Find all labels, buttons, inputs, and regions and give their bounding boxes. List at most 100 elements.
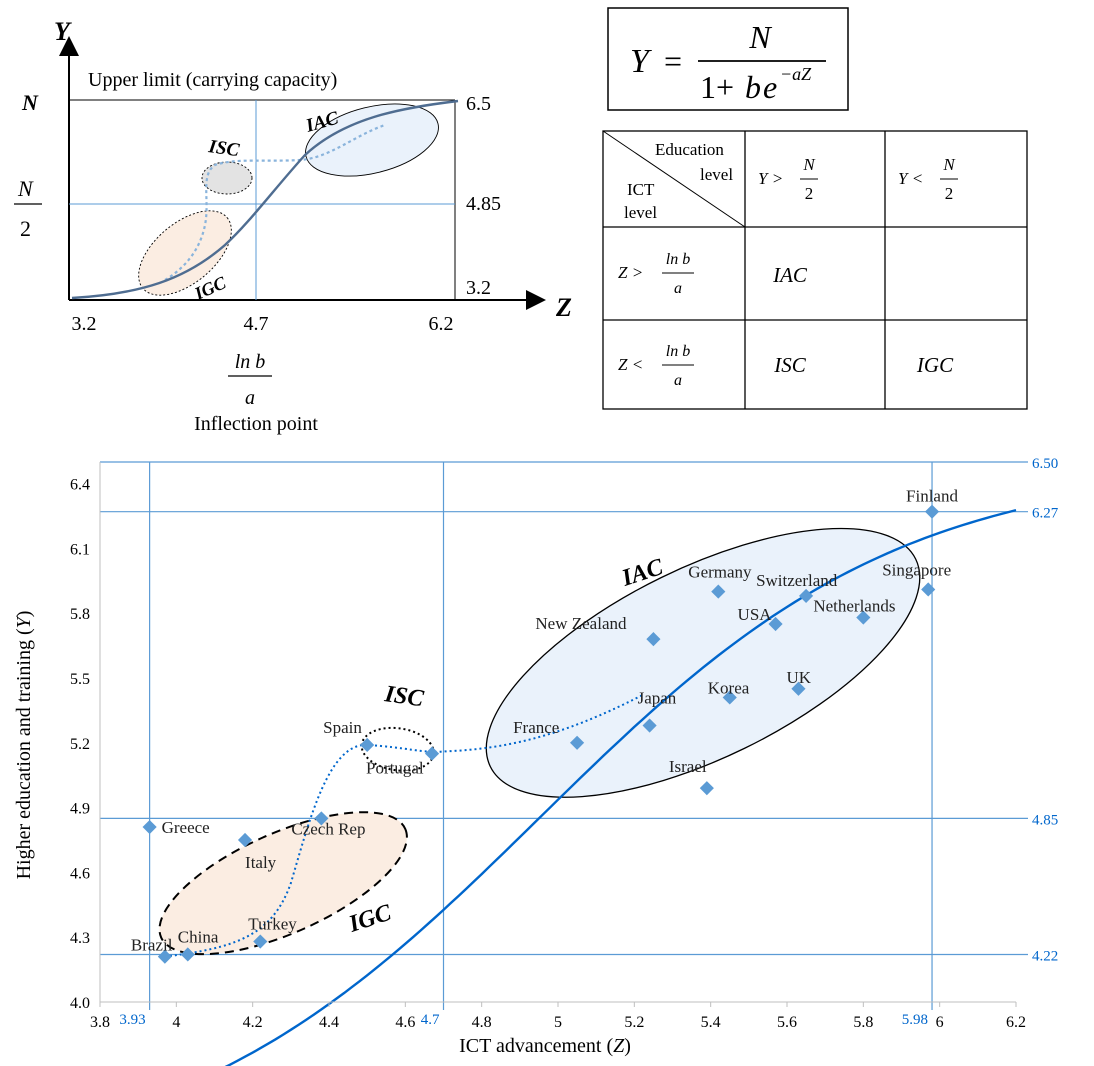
data-point-israel	[699, 781, 714, 796]
y-tick-label: 4.9	[70, 801, 90, 818]
data-point-greece	[142, 819, 157, 835]
table-col2-den: 2	[945, 184, 954, 203]
y-tick-label: 5.5	[70, 671, 90, 688]
data-label-germany: Germany	[688, 563, 752, 582]
formula-exponent: −aZ	[780, 64, 812, 84]
x-tick-label: 4.8	[472, 1014, 492, 1031]
data-point-usa	[768, 616, 783, 632]
y-tick-label: 5.2	[70, 736, 90, 753]
schematic-inflection-denominator: a	[245, 387, 255, 409]
y-tick-label: 4.0	[70, 995, 90, 1012]
data-point-switzerland	[799, 588, 814, 603]
igc-ellipse	[158, 811, 408, 956]
chart-reference-lines: 6.50 6.27 4.8 5 4.22 3.93 4.7 5.98	[100, 456, 1059, 1028]
schematic-upper-limit-label: Upper limit (carrying capacity)	[88, 69, 337, 91]
x-tick-label: 5.4	[701, 1014, 721, 1031]
x-reference-label: 4.7	[421, 1012, 440, 1028]
schematic-diagram: Y Z Upper limit (carrying capacity) N N …	[14, 17, 572, 435]
iac-ellipse	[485, 527, 921, 798]
table-col2-num: N	[942, 155, 956, 174]
schematic-inflection-numerator: ln b	[235, 351, 266, 373]
data-point-turkey	[253, 934, 268, 949]
x-tick-label: 4.6	[395, 1014, 415, 1031]
x-tick-label: 4.4	[319, 1014, 339, 1031]
schematic-igc-ellipse	[138, 210, 232, 296]
data-point-korea	[722, 690, 737, 705]
data-point-singapore	[921, 582, 936, 597]
data-label-usa: USA	[738, 605, 773, 624]
data-point-italy	[237, 832, 253, 848]
data-label-uk: UK	[786, 668, 811, 687]
data-point-china	[180, 947, 195, 962]
logistic-fit-curve	[224, 508, 1017, 1066]
chart-x-axis-label: ICT advancement (Z)	[459, 1035, 631, 1057]
table-col1-den: 2	[805, 184, 814, 203]
y-reference-label: 6.50	[1032, 456, 1058, 472]
chart-y-axis-label: Higher education and training (Y)	[13, 611, 35, 880]
schematic-half-denominator: 2	[20, 216, 31, 241]
x-reference-label: 3.93	[119, 1012, 145, 1028]
y-tick-label: 6.1	[70, 541, 90, 558]
table-corner-diagonal	[602, 130, 746, 228]
table-cell-isc: ISC	[773, 353, 806, 377]
data-point-new-zealand	[646, 632, 661, 647]
table-row2-prefix: Z <	[618, 355, 643, 374]
data-point-spain	[360, 737, 375, 753]
y-tick-label: 4.3	[70, 930, 90, 947]
data-point-japan	[642, 718, 657, 733]
data-label-singapore: Singapore	[882, 560, 951, 579]
x-tick-label: 5.8	[853, 1014, 873, 1031]
formula-denominator-b: b	[745, 69, 761, 105]
schematic-x-tick-2: 4.7	[244, 313, 269, 335]
x-tick-label: 5	[554, 1014, 562, 1031]
x-tick-label: 4	[172, 1014, 180, 1031]
table-corner-top: Education	[655, 140, 724, 159]
x-tick-label: 5.6	[777, 1014, 797, 1031]
y-tick-label: 5.8	[70, 606, 90, 623]
data-label-korea: Korea	[708, 678, 750, 697]
data-label-china: China	[178, 927, 219, 946]
x-tick-label: 6	[936, 1014, 944, 1031]
data-label-czech-rep: Czech Rep	[291, 819, 365, 838]
schematic-isc-label: ISC	[206, 136, 241, 161]
chart-igc-label: IGC	[345, 899, 396, 938]
schematic-x-tick-1: 3.2	[72, 313, 97, 335]
table-col2-prefix: Y <	[898, 169, 923, 188]
schematic-value-top: 6.5	[466, 93, 491, 115]
x-tick-label: 3.8	[90, 1014, 110, 1031]
schematic-inflection-label: Inflection point	[194, 413, 318, 435]
table-row2-num: ln b	[666, 343, 690, 360]
formula-numerator: N	[748, 19, 772, 55]
data-point-brazil	[157, 949, 172, 964]
formula-lhs: Y	[630, 43, 652, 80]
chart-point-labels: Brazil China Turkey Greece Italy Czech Rep Spa…	[131, 487, 959, 955]
y-reference-label: 6.27	[1032, 506, 1059, 522]
formula-box: Y = N 1+ b e −aZ	[607, 7, 849, 111]
x-reference-label: 5.98	[902, 1012, 928, 1028]
table-row1-den: a	[674, 280, 682, 297]
data-label-spain: Spain	[323, 718, 362, 737]
data-point-uk	[791, 681, 806, 696]
x-tick-label: 6.2	[1006, 1014, 1026, 1031]
data-point-germany	[711, 584, 726, 599]
data-label-turkey: Turkey	[248, 915, 297, 934]
data-point-france	[570, 735, 585, 750]
table-col1-num: N	[802, 155, 816, 174]
data-label-finland: Finland	[906, 487, 958, 506]
chart-axes: 3.8 4 4.2 4.4 4.6 4.8 5 5.2 5.4 5.6 5.8 6 6.2 4.0 4.3 4…	[70, 462, 1026, 1031]
table-cell-igc: IGC	[916, 353, 954, 377]
table-corner-left1: ICT	[627, 180, 655, 199]
data-label-italy: Italy	[245, 853, 277, 872]
data-point-netherlands	[856, 610, 871, 625]
schematic-x-axis-label: Z	[555, 293, 572, 322]
schematic-iac-ellipse	[305, 103, 439, 177]
y-reference-label: 4.22	[1032, 948, 1058, 964]
y-tick-label: 6.4	[70, 477, 90, 494]
schematic-y-axis-label: Y	[54, 17, 72, 46]
data-point-czech-rep	[314, 811, 329, 826]
data-label-new-zealand: New Zealand	[535, 614, 627, 633]
data-label-japan: Japan	[638, 689, 677, 708]
schematic-logistic-curve	[71, 99, 459, 300]
table-corner-left2: level	[624, 203, 657, 222]
